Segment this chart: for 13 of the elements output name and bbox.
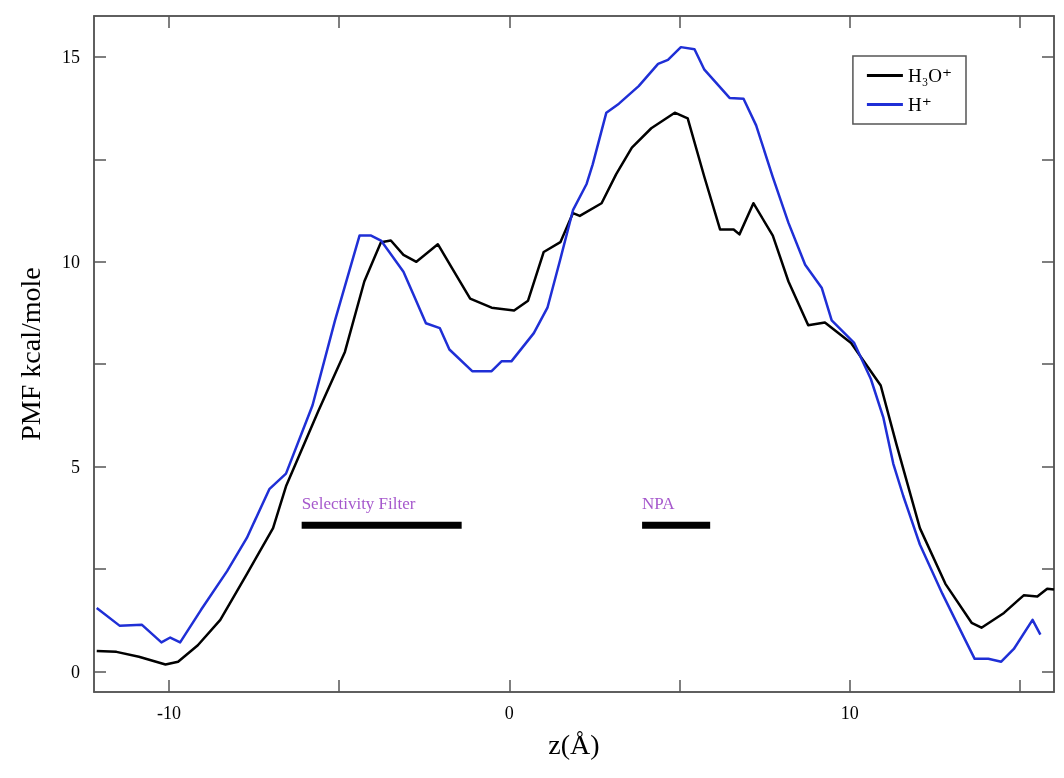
y-axis-title: PMF kcal/mole [14,267,46,441]
legend-label: H⁺ [907,94,932,115]
annotation: Selectivity Filter [301,494,416,514]
x-tick-label: -10 [156,703,181,723]
x-tick-label: 10 [840,703,859,723]
x-axis-title: z(Å) [548,728,600,760]
legend-label: H₃O⁺ [907,65,953,86]
y-tick-label: 5 [71,456,80,477]
y-tick-label: 10 [62,251,80,272]
x-tick-label: 0 [504,703,514,723]
y-tick-label: 0 [71,661,80,682]
annotation: NPA [642,494,676,514]
y-tick-label: 15 [62,46,80,67]
